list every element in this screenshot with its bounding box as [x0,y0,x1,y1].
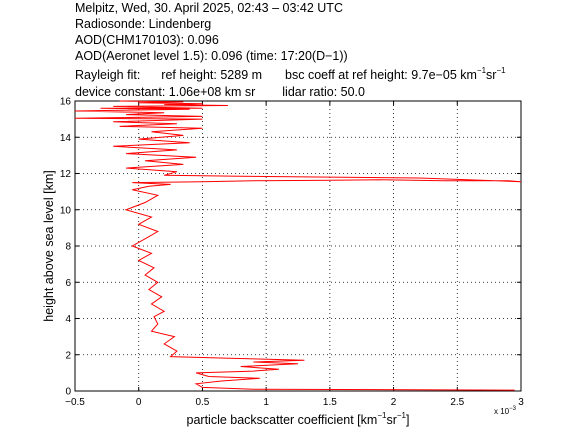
x-axis-label: particle backscatter coefficient [km−1sr… [187,411,410,427]
x-tick-label: 2 [391,397,397,408]
y-tick-label: 12 [60,169,72,180]
x-tick-label: 1 [263,397,269,408]
rayleigh-label: Rayleigh fit: [75,68,141,82]
y-tick-label: 0 [65,387,71,398]
device-constant: device constant: 1.06e+08 km sr [75,85,256,99]
x-tick-label: 3 [518,397,524,408]
backscatter-profile-line [74,100,522,391]
y-tick-label: 14 [60,133,72,144]
y-tick-label: 6 [65,278,71,289]
aod-chm: AOD(CHM170103): 0.096 [75,33,219,47]
x-tick-label: 0 [136,397,142,408]
aod-aeronet: AOD(Aeronet level 1.5): 0.096 (time: 17:… [75,49,348,63]
y-tick-label: 4 [65,314,71,325]
lidar-ratio: lidar ratio: 50.0 [282,85,365,99]
title-location-time: Melpitz, Wed, 30. April 2025, 02:43 – 03… [75,1,343,15]
y-tick-label: 2 [65,350,71,361]
rayleigh-fit-line: Rayleigh fit: ref height: 5289 m bsc coe… [75,67,506,83]
x-tick-label: 1.5 [323,397,337,408]
device-line: device constant: 1.06e+08 km sr lidar ra… [75,84,365,100]
x-tick-label: 0.5 [195,397,209,408]
x-tick-label: −0.5 [65,397,85,408]
bsc-coeff: bsc coeff at ref height: 9.7e−05 km−1sr−… [285,66,506,83]
ref-height: ref height: 5289 m [161,68,263,82]
x-tick-label: 2.5 [450,397,464,408]
y-axis-label: height above sea level [km] [42,170,56,321]
radiosonde-info: Radiosonde: Lindenberg [75,17,212,31]
y-tick-label: 10 [60,205,72,216]
grid-lines [75,101,521,391]
y-tick-label: 16 [60,97,72,108]
y-tick-label: 8 [65,242,71,253]
x-multiplier-label: x 10−3 [494,406,517,416]
